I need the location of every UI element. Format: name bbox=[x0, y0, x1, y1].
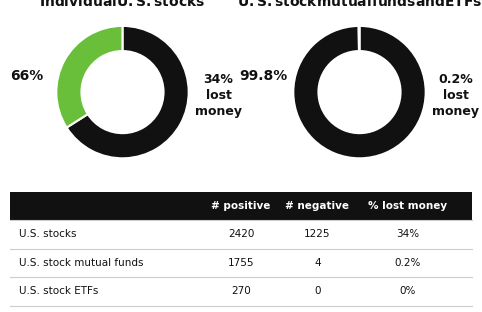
Text: 99.8%: 99.8% bbox=[240, 69, 288, 83]
Text: 34%
lost
money: 34% lost money bbox=[195, 73, 242, 118]
Text: 0.2%: 0.2% bbox=[394, 258, 421, 268]
Text: 1755: 1755 bbox=[228, 258, 254, 268]
Text: U.S. stock ETFs: U.S. stock ETFs bbox=[19, 286, 98, 296]
Text: U.S. stocks: U.S. stocks bbox=[19, 229, 76, 239]
Wedge shape bbox=[294, 26, 426, 158]
Text: U.S. stock mutual funds: U.S. stock mutual funds bbox=[19, 258, 143, 268]
Text: 1225: 1225 bbox=[304, 229, 331, 239]
Title: $\bf{U.S. stock mutual funds and ETFs}$: $\bf{U.S. stock mutual funds and ETFs}$ bbox=[237, 0, 482, 9]
Text: 0.2%
lost
money: 0.2% lost money bbox=[432, 73, 479, 118]
FancyBboxPatch shape bbox=[10, 192, 472, 220]
FancyBboxPatch shape bbox=[10, 277, 472, 306]
FancyBboxPatch shape bbox=[10, 220, 472, 249]
Wedge shape bbox=[56, 26, 122, 128]
Text: 34%: 34% bbox=[396, 229, 419, 239]
Text: # negative: # negative bbox=[285, 201, 349, 211]
Text: # positive: # positive bbox=[211, 201, 271, 211]
Text: % lost money: % lost money bbox=[368, 201, 447, 211]
Text: 0: 0 bbox=[314, 286, 321, 296]
Text: 270: 270 bbox=[231, 286, 251, 296]
Wedge shape bbox=[67, 26, 188, 158]
Text: 2420: 2420 bbox=[228, 229, 254, 239]
Text: 4: 4 bbox=[314, 258, 321, 268]
Title: $\bf{Individual U.S. stocks}$: $\bf{Individual U.S. stocks}$ bbox=[40, 0, 206, 9]
Text: 0%: 0% bbox=[400, 286, 416, 296]
FancyBboxPatch shape bbox=[10, 249, 472, 277]
Wedge shape bbox=[359, 26, 360, 51]
Text: 66%: 66% bbox=[10, 69, 43, 83]
